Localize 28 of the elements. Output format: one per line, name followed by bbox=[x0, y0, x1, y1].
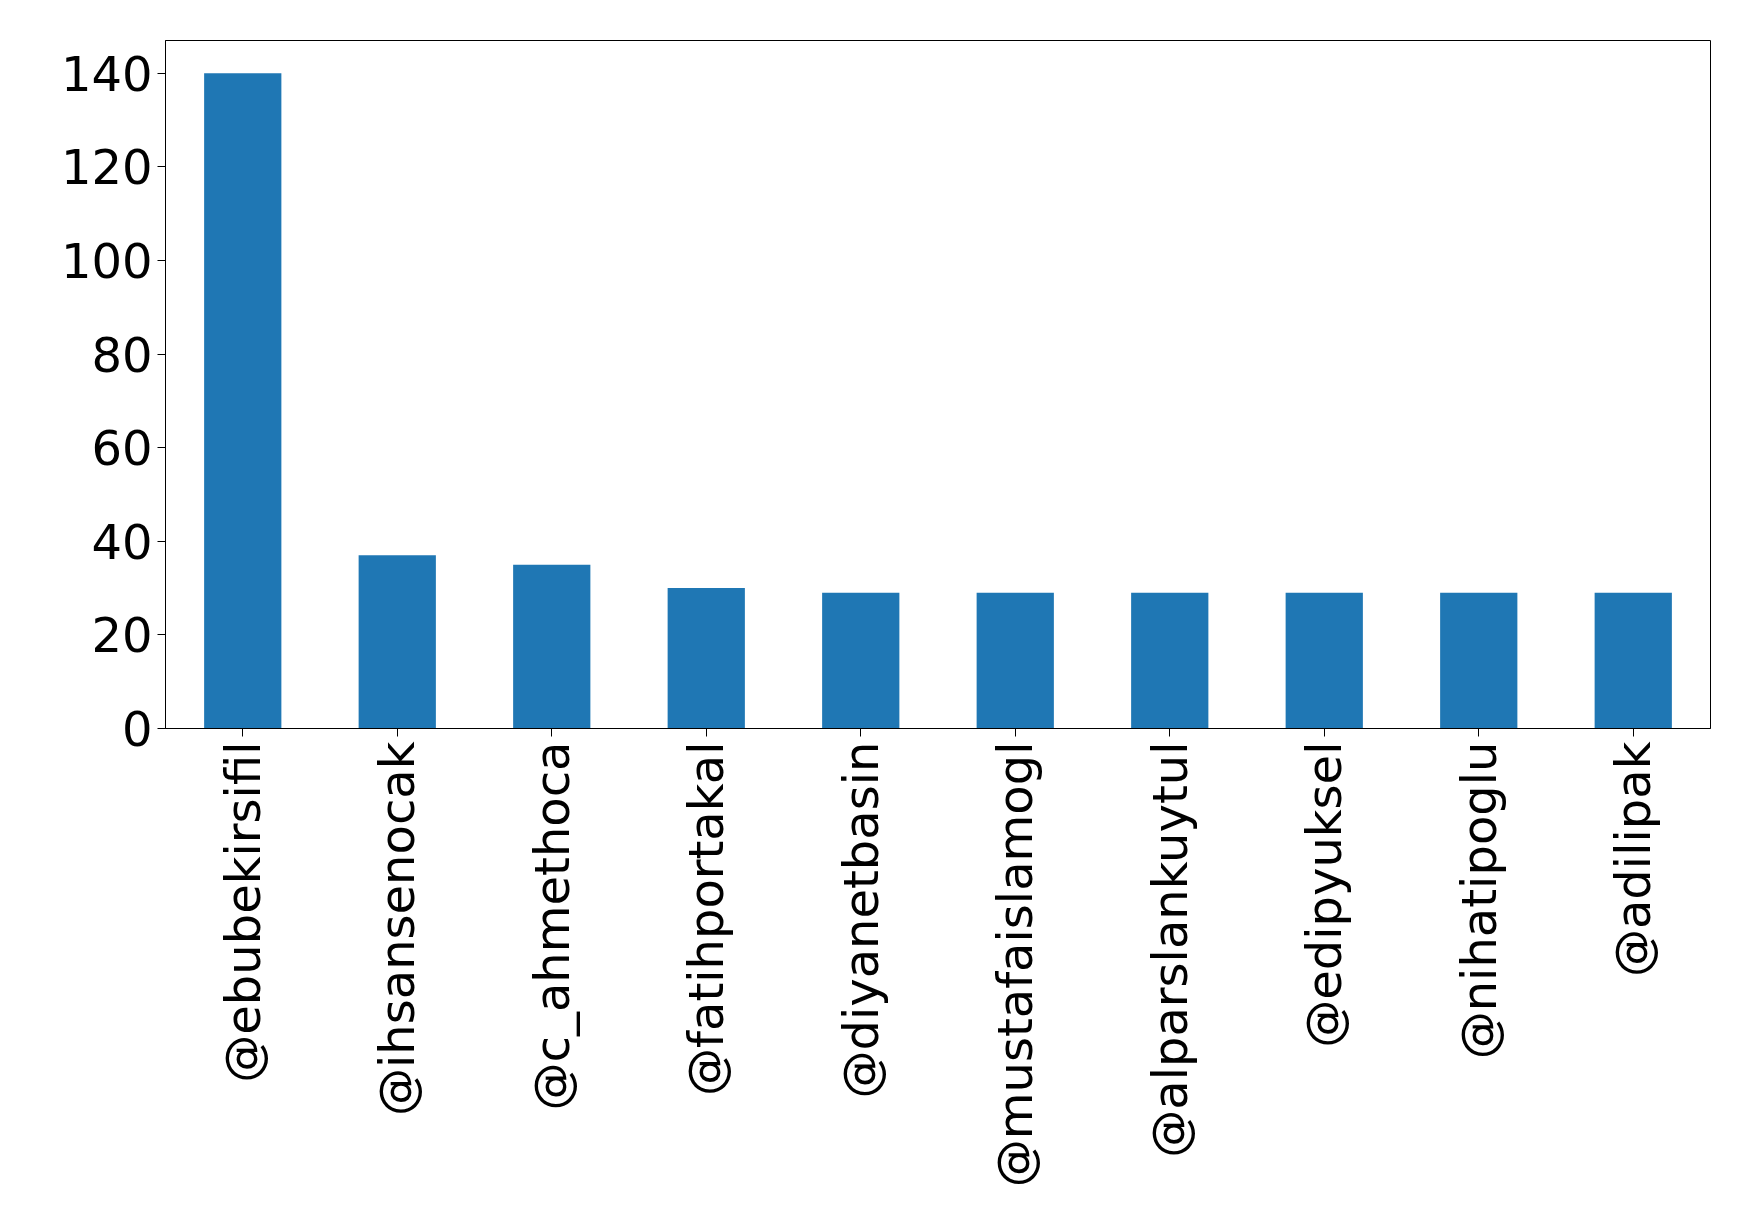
x-tick-label: @adilipak bbox=[1605, 741, 1662, 978]
bar bbox=[513, 564, 591, 729]
y-tick-label: 20 bbox=[91, 607, 153, 664]
x-tick-label: @c_ahmethoca bbox=[523, 741, 580, 1111]
x-tick-label: @nihatipoglu bbox=[1450, 741, 1507, 1060]
y-tick-label: 140 bbox=[60, 45, 153, 102]
x-tick-label: @mustafaislamogl bbox=[987, 741, 1044, 1188]
bar bbox=[822, 592, 900, 729]
x-tick-label: @ihsansenocak bbox=[369, 741, 426, 1117]
x-tick-label: @edipyuksel bbox=[1296, 741, 1353, 1048]
x-tick-label: @ebubekirsifil bbox=[214, 741, 271, 1083]
bar bbox=[1285, 592, 1363, 729]
x-tick-label: @alparslankuytul bbox=[1141, 741, 1198, 1158]
bar bbox=[204, 73, 282, 729]
bar bbox=[1440, 592, 1518, 729]
y-tick-label: 0 bbox=[121, 701, 153, 757]
x-tick-label: @diyanetbasin bbox=[832, 741, 889, 1099]
bar bbox=[358, 555, 436, 729]
bar bbox=[1131, 592, 1209, 729]
y-tick-label: 120 bbox=[60, 139, 153, 196]
bar bbox=[667, 588, 745, 729]
y-tick-label: 60 bbox=[91, 420, 153, 477]
y-tick-label: 40 bbox=[91, 513, 153, 570]
x-tick-label: @fatihportakal bbox=[678, 741, 735, 1096]
bar bbox=[1594, 592, 1672, 729]
y-tick-label: 80 bbox=[91, 326, 153, 383]
y-tick-label: 100 bbox=[60, 232, 153, 289]
bar bbox=[976, 592, 1054, 729]
